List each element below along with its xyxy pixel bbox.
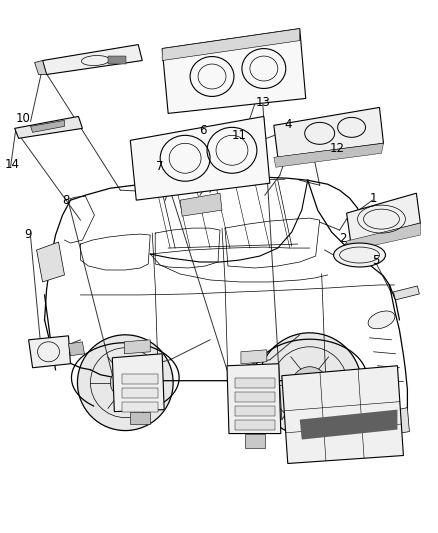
Ellipse shape <box>334 243 385 267</box>
Polygon shape <box>35 61 46 75</box>
Polygon shape <box>130 116 270 200</box>
Polygon shape <box>300 410 397 440</box>
Polygon shape <box>42 45 142 75</box>
Text: 11: 11 <box>232 129 247 142</box>
Text: 7: 7 <box>156 160 164 173</box>
Bar <box>235 392 275 402</box>
Polygon shape <box>124 340 150 354</box>
Polygon shape <box>346 223 420 251</box>
Polygon shape <box>274 108 384 157</box>
Bar <box>235 378 275 387</box>
Circle shape <box>258 333 361 437</box>
Bar <box>108 55 126 63</box>
Polygon shape <box>162 29 300 61</box>
Bar <box>122 387 158 398</box>
Text: 6: 6 <box>199 124 207 137</box>
Text: 2: 2 <box>339 231 347 245</box>
Polygon shape <box>31 120 64 132</box>
Text: 4: 4 <box>285 118 292 131</box>
Polygon shape <box>28 336 71 368</box>
Text: 12: 12 <box>330 142 345 155</box>
Polygon shape <box>227 364 281 433</box>
Polygon shape <box>282 366 403 464</box>
Circle shape <box>292 367 328 402</box>
Polygon shape <box>241 350 267 364</box>
Bar <box>235 406 275 416</box>
Bar <box>122 402 158 411</box>
Bar <box>122 374 158 384</box>
Circle shape <box>78 335 173 431</box>
Polygon shape <box>180 193 222 216</box>
Polygon shape <box>37 242 64 282</box>
Bar <box>245 433 265 448</box>
Text: 10: 10 <box>16 112 31 125</box>
Text: 13: 13 <box>256 96 271 109</box>
Polygon shape <box>274 143 384 167</box>
Ellipse shape <box>368 311 395 329</box>
Polygon shape <box>346 193 420 241</box>
Text: 9: 9 <box>25 228 32 240</box>
Polygon shape <box>112 354 164 411</box>
Bar <box>130 411 150 424</box>
Text: 5: 5 <box>372 254 380 266</box>
Text: 14: 14 <box>5 158 20 171</box>
Polygon shape <box>393 286 419 300</box>
Polygon shape <box>14 116 82 139</box>
Circle shape <box>110 368 140 398</box>
Text: 1: 1 <box>370 192 377 205</box>
Bar <box>235 419 275 430</box>
Text: 8: 8 <box>63 193 70 207</box>
Polygon shape <box>332 408 410 445</box>
Polygon shape <box>68 342 85 356</box>
Polygon shape <box>162 29 306 114</box>
